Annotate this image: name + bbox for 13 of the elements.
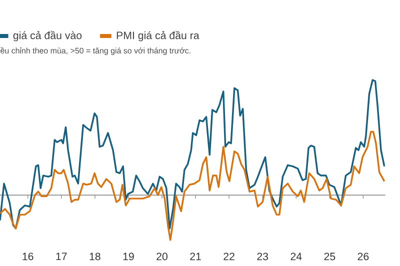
x-tick-label: 16 [22,252,34,260]
x-tick-label: 21 [190,252,201,260]
x-tick-label: 17 [56,252,67,260]
x-tick-label: 18 [90,252,100,260]
x-tick-label: 25 [324,252,336,260]
x-tick-label: 23 [257,252,268,260]
legend-label: giá cả đầu vào [13,30,82,42]
x-tick-label: 24 [290,252,302,260]
x-tick-label: 22 [224,252,234,260]
x-tick-label: 20 [156,252,168,260]
x-tick-label: 26 [358,252,369,260]
x-tick-label: 19 [123,252,134,260]
legend-label: PMI giá cả đầu ra [116,30,200,42]
